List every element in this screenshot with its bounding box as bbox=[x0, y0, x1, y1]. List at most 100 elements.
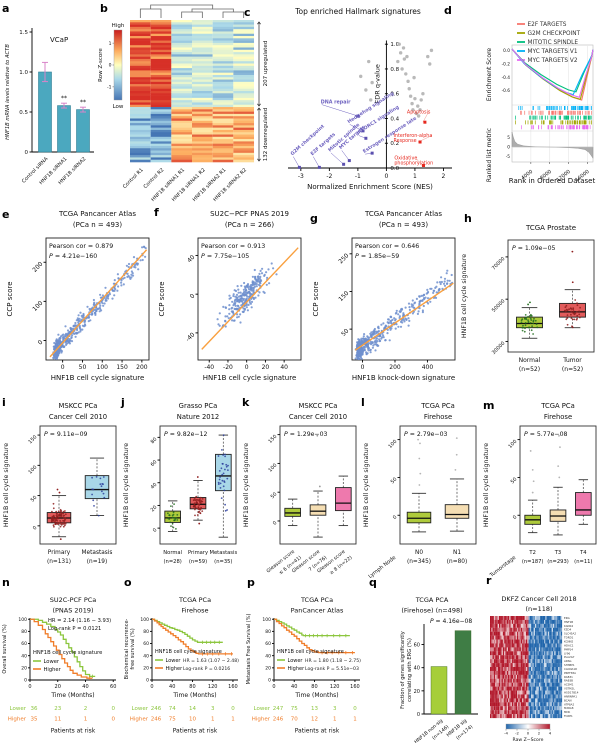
svg-text:100: 100 bbox=[507, 439, 518, 450]
box-category-n: (n=131) bbox=[47, 559, 71, 565]
jitter-points bbox=[217, 434, 229, 512]
km-y-axis-label: Biochemical recurrence- bbox=[124, 618, 130, 679]
colorbar bbox=[113, 29, 123, 101]
svg-text:0: 0 bbox=[392, 514, 398, 520]
gsea-legend-entry: MYC TARGETS V2 bbox=[528, 58, 578, 64]
svg-text:0: 0 bbox=[272, 520, 278, 526]
svg-text:1.0: 1.0 bbox=[19, 70, 28, 76]
gene-label: HDAC1 bbox=[564, 643, 574, 647]
svg-text:50: 50 bbox=[79, 364, 87, 371]
svg-text:-0.4: -0.4 bbox=[502, 75, 511, 81]
gsea-curve bbox=[511, 48, 594, 98]
patients-at-risk-label: Patients at risk bbox=[173, 728, 218, 735]
panel-letter-m: m bbox=[483, 399, 495, 412]
box-y-axis-label: HNF1B cell cycle signature bbox=[461, 254, 468, 338]
panel-letter-f: f bbox=[154, 206, 159, 219]
svg-text:40: 40 bbox=[21, 653, 27, 659]
svg-text:0: 0 bbox=[24, 678, 27, 684]
km-curve-higher bbox=[152, 618, 233, 655]
panel-letter-r: r bbox=[486, 574, 492, 587]
svg-text:-3: -3 bbox=[298, 173, 304, 180]
svg-text:0: 0 bbox=[109, 63, 112, 69]
panel-letter-p: p bbox=[247, 576, 255, 589]
svg-text:200: 200 bbox=[136, 364, 148, 371]
km-title: (PNAS 2019) bbox=[52, 607, 93, 615]
gene-label: PMP14 bbox=[564, 647, 573, 651]
gsea-enrichment-plot: E2F TARGETS G2M CHECKPOINT MITOTIC SPINDLE… bbox=[486, 22, 595, 185]
box-title: TCGA Prostate bbox=[525, 224, 576, 232]
scatter-title: TCGA Pancancer Atlas bbox=[58, 210, 136, 218]
scatter-ccp-tcga: TCGA Pancancer Atlas (PCa n = 493) Pearson… bbox=[6, 210, 150, 382]
hazard-ratio: HR = 1.80 (1.18 − 2.75) bbox=[305, 658, 361, 664]
jitter-points bbox=[563, 299, 581, 329]
scatter-points bbox=[354, 269, 454, 360]
box-title: Firehose bbox=[424, 413, 452, 421]
c-y-axis-label: FDR q-value bbox=[373, 64, 381, 103]
svg-text:20: 20 bbox=[21, 666, 27, 672]
svg-text:0: 0 bbox=[527, 731, 530, 736]
gene-label: VSTM2L bbox=[564, 687, 575, 691]
log-rank-p: Log-rank P = 0.0121 bbox=[48, 626, 101, 632]
r-title: (n=118) bbox=[525, 605, 552, 613]
down-signature-label: G2M checkpoint bbox=[290, 123, 327, 157]
box bbox=[335, 487, 352, 512]
km-legend-entry: Higher bbox=[44, 667, 62, 673]
gene-label: ERG bbox=[564, 616, 570, 620]
svg-text:-20: -20 bbox=[223, 364, 233, 371]
risk-count: 0 bbox=[353, 706, 357, 712]
box-title: TCGA PCa bbox=[420, 402, 455, 410]
panel-letter-q: q bbox=[369, 576, 377, 589]
svg-text:0: 0 bbox=[417, 712, 420, 718]
box-category-n: (n=52) bbox=[519, 366, 540, 373]
bar bbox=[430, 666, 448, 715]
scatter-y-axis-label: CCP score bbox=[158, 281, 166, 316]
svg-text:80: 80 bbox=[21, 629, 27, 635]
svg-text:0: 0 bbox=[245, 364, 249, 371]
km-legend-title: HNF1B cell cycle signature bbox=[277, 649, 344, 655]
km-metastasis-free-survival: TCGA PCa PanCancer Atlas 0 20 40 60 80 100 0 40 80… bbox=[246, 596, 361, 735]
risk-count: 35 bbox=[31, 717, 38, 723]
svg-text:200: 200 bbox=[389, 364, 401, 371]
svg-text:70000: 70000 bbox=[491, 256, 506, 271]
boxplot-gleason: MSKCC PCa Cancer Cell 2010 P = 1.29e−03 0 50… bbox=[243, 402, 357, 576]
risk-count: 70 bbox=[291, 717, 298, 723]
bar bbox=[454, 630, 472, 715]
gsea-legend-entry: MITOTIC SPINDLE bbox=[528, 40, 579, 46]
q-y-axis-label: correlating with ERG (%) bbox=[407, 638, 413, 702]
up-signature-label: Apoptosis bbox=[407, 110, 431, 116]
down-signature-label: DNA repair bbox=[321, 100, 351, 106]
scatter-title: SU2C−PCF PNAS 2019 bbox=[210, 210, 289, 218]
svg-text:50: 50 bbox=[270, 491, 279, 500]
b-column-label: Control R1 bbox=[122, 167, 145, 190]
p-value: P = 7.75e−105 bbox=[201, 253, 249, 260]
svg-text:0.5: 0.5 bbox=[19, 110, 28, 116]
box-category-n: (n=345) bbox=[407, 559, 431, 565]
box-category-label: T3 bbox=[554, 550, 561, 556]
scatter-subtitle: (PCa n = 493) bbox=[73, 221, 122, 229]
dendrogram bbox=[139, 4, 245, 18]
svg-text:40: 40 bbox=[265, 653, 271, 659]
scatter-ccp-knockdown: TCGA Pancancer Atlas (PCa n = 493) Pearson… bbox=[312, 210, 456, 382]
gene-label: ATP8A2 bbox=[564, 702, 574, 706]
svg-text:0: 0 bbox=[384, 173, 388, 180]
km-legend-entry: Lower bbox=[166, 658, 182, 664]
km-title: TCGA PCa bbox=[300, 596, 333, 604]
box bbox=[215, 453, 232, 492]
up-signature-label: Oxidative bbox=[394, 155, 417, 161]
km-title: Firehose bbox=[181, 607, 208, 615]
gene-label: ACSM1 bbox=[564, 683, 574, 687]
gene-label: FZD4 bbox=[564, 628, 571, 632]
box-category-label: Metastasis bbox=[210, 550, 238, 556]
svg-text:1.0: 1.0 bbox=[390, 42, 399, 48]
svg-text:40: 40 bbox=[291, 684, 297, 690]
svg-text:0.2: 0.2 bbox=[390, 141, 399, 147]
svg-text:20: 20 bbox=[55, 684, 61, 690]
scatter-x-axis-label: HNF1B knock-down signature bbox=[352, 374, 455, 382]
risk-count: 0 bbox=[111, 717, 115, 723]
p-value: P = 1.09e−05 bbox=[512, 245, 556, 252]
risk-row-name: Higher bbox=[252, 717, 271, 723]
svg-text:1: 1 bbox=[109, 41, 112, 47]
svg-text:-2: -2 bbox=[326, 173, 332, 180]
